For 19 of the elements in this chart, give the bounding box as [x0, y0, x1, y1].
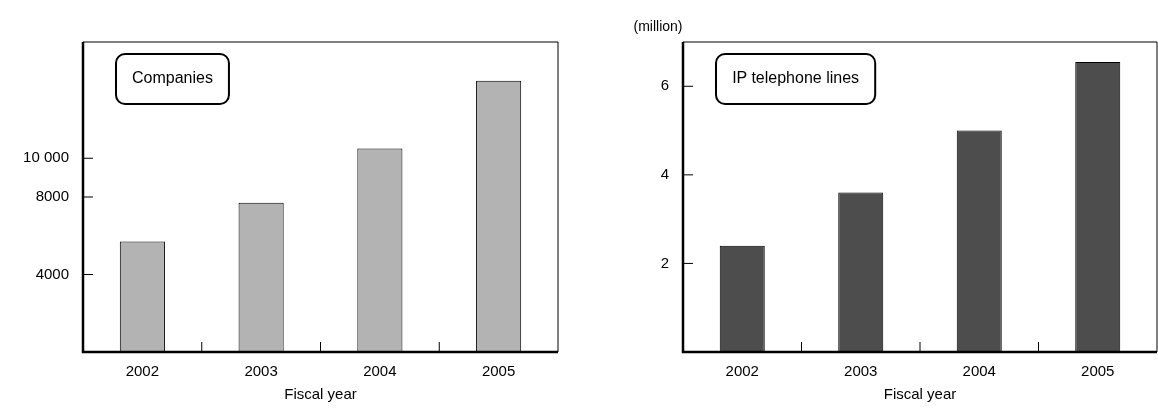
x-axis-title: Fiscal year: [284, 385, 357, 403]
y-tick-label: 6: [660, 76, 669, 94]
y-tick-label: 2: [660, 253, 669, 271]
text: IP telephone lines: [732, 69, 860, 87]
x-tick-label: 2002: [125, 362, 160, 380]
x-tick-label: 2002: [725, 362, 759, 380]
x-tick-label: 2003: [844, 362, 878, 380]
y-tick-label: 8000: [35, 187, 69, 205]
x-tick-label: 2005: [1081, 362, 1115, 380]
x-axis-title: Fiscal year: [883, 385, 957, 403]
y-tick-label: 10 000: [23, 148, 69, 166]
x-tick-label: 2004: [363, 362, 397, 380]
y-tick-label: 4000: [35, 264, 69, 282]
x-tick-label: 2003: [244, 362, 278, 380]
y-axis-title: (million): [633, 17, 683, 34]
x-tick-label: 2005: [481, 362, 516, 380]
text: Companies: [132, 69, 213, 87]
x-tick-label: 2004: [962, 362, 996, 380]
y-tick-label: 4: [660, 165, 669, 182]
